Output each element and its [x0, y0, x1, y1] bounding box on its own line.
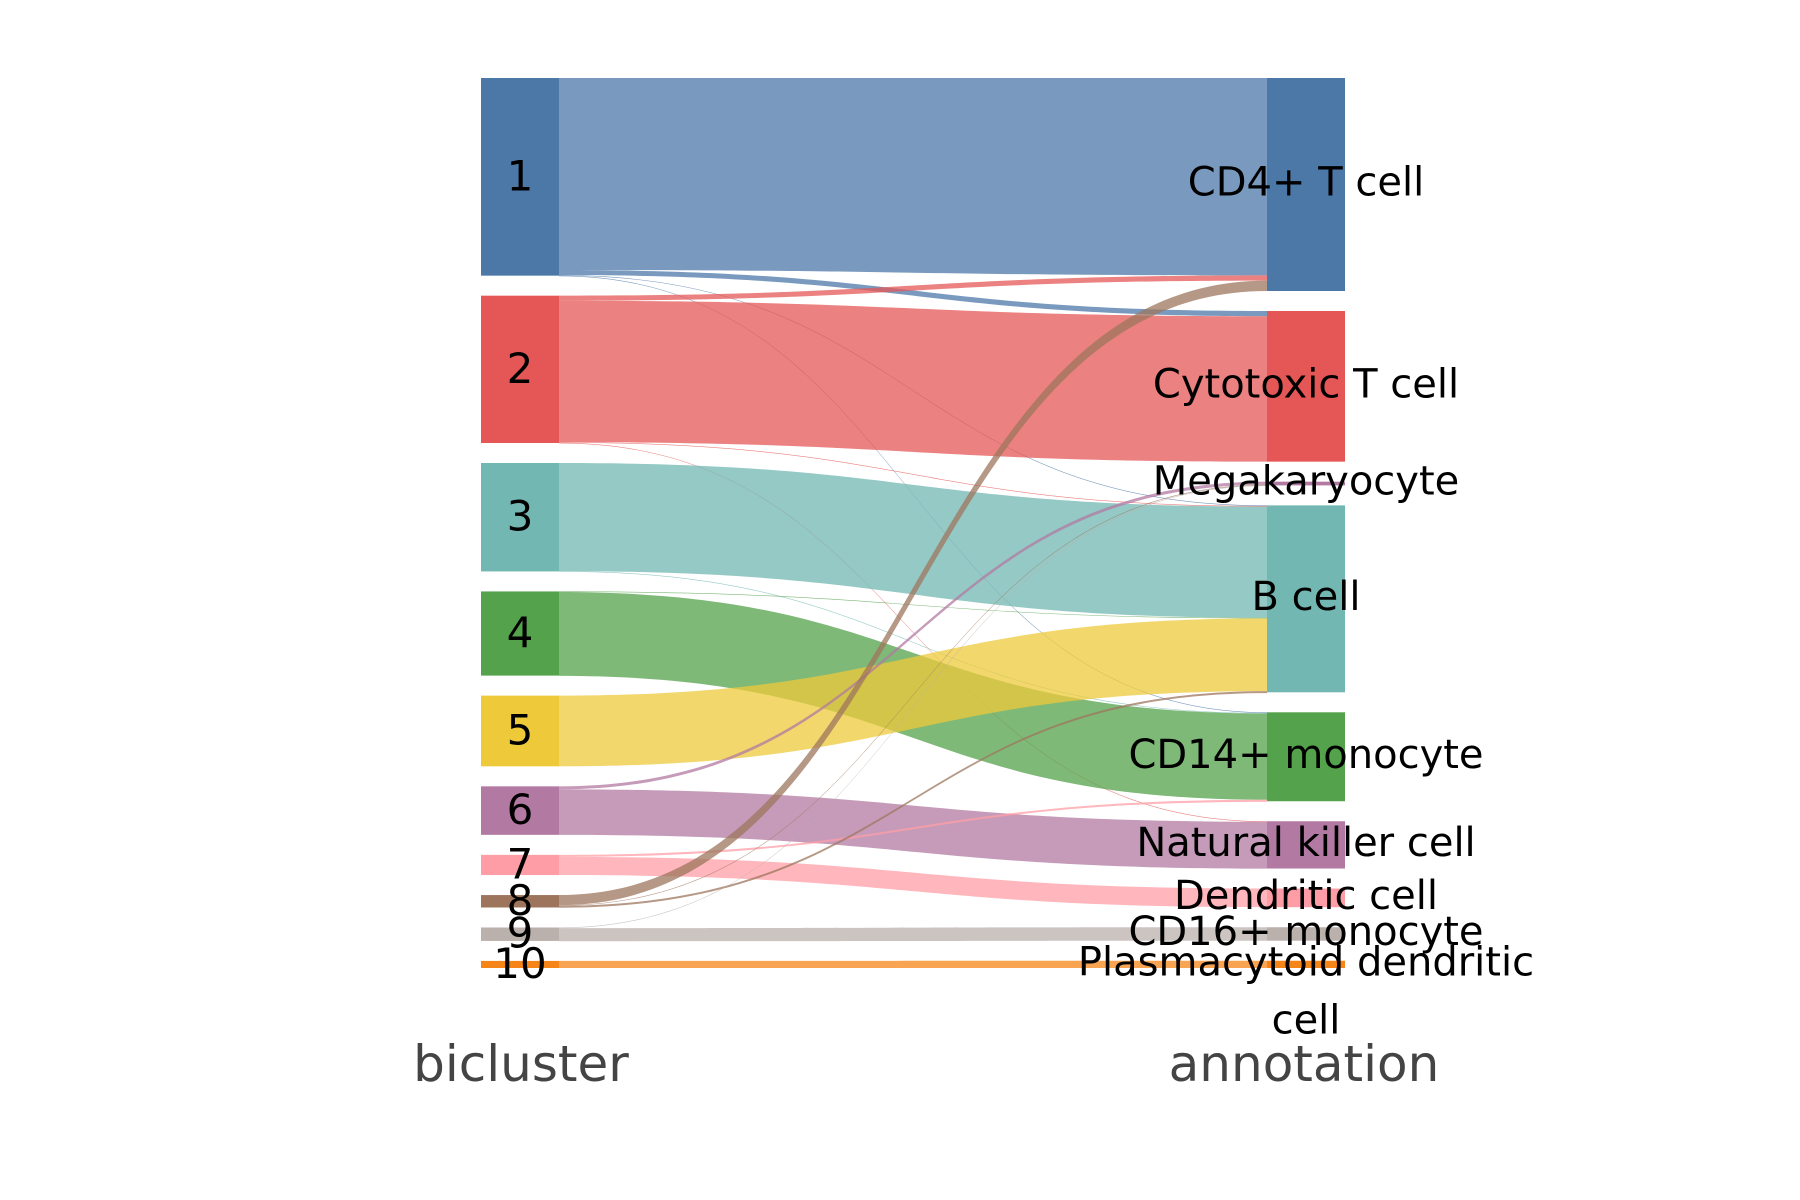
annotation-label-cd16-monocyte: CD16+ monocyte	[1128, 909, 1483, 955]
flow-10-to-plasmacytoid-dendritic-cell	[559, 960, 1267, 968]
flow-9-to-megakaryocyte	[559, 485, 1267, 929]
bicluster-bar-3[interactable]	[481, 462, 559, 572]
annotation-label-b-cell: B cell	[1252, 574, 1361, 620]
annotation-label-natural-killer-cell: Natural killer cell	[1136, 820, 1475, 866]
flow-links	[559, 78, 1267, 968]
flow-2-to-cytotoxic-t-cell	[559, 300, 1267, 462]
category-bars	[481, 78, 1345, 968]
bicluster-bar-8[interactable]	[481, 895, 559, 908]
bicluster-label-4: 4	[507, 608, 534, 657]
annotation-bar-cd16-monocyte[interactable]	[1267, 927, 1345, 941]
bicluster-label-10: 10	[493, 939, 546, 988]
flow-2-to-natural-killer-cell	[559, 442, 1267, 822]
annotation-bar-b-cell[interactable]	[1267, 505, 1345, 693]
flow-1-to-cd4-t-cell	[559, 78, 1267, 276]
bicluster-bar-1[interactable]	[481, 78, 559, 276]
annotation-bar-megakaryocyte[interactable]	[1267, 481, 1345, 486]
bicluster-bar-7[interactable]	[481, 854, 559, 876]
annotation-label-dendritic-cell: Dendritic cell	[1174, 873, 1438, 919]
flow-3-to-cd14-monocyte	[559, 571, 1267, 714]
bicluster-label-3: 3	[507, 492, 534, 541]
annotation-label-cd4-t-cell: CD4+ T cell	[1188, 159, 1424, 205]
bicluster-bar-9[interactable]	[481, 927, 559, 941]
flow-8-to-b-cell	[559, 691, 1267, 908]
flow-1-to-cytotoxic-t-cell	[559, 270, 1267, 317]
annotation-bar-plasmacytoid-dendritic-cell[interactable]	[1267, 960, 1345, 968]
bicluster-label-6: 6	[507, 785, 534, 834]
annotation-label-megakaryocyte: Megakaryocyte	[1153, 459, 1460, 505]
annotation-bar-cd14-monocyte[interactable]	[1267, 712, 1345, 802]
flow-8-to-cd4-t-cell	[559, 280, 1267, 906]
bicluster-bar-6[interactable]	[481, 786, 559, 835]
flow-6-to-megakaryocyte	[559, 481, 1267, 790]
flow-7-to-cd14-monocyte	[559, 799, 1267, 857]
annotation-label-plasmacytoid-dendritic-cell: Plasmacytoid dendritic cell	[1078, 939, 1534, 1043]
flow-5-to-b-cell	[559, 618, 1267, 767]
bicluster-bar-4[interactable]	[481, 591, 559, 676]
annotation-bar-cytotoxic-t-cell[interactable]	[1267, 310, 1345, 462]
bicluster-bar-2[interactable]	[481, 295, 559, 443]
flow-2-to-cd4-t-cell	[559, 275, 1267, 301]
flow-4-to-b-cell	[559, 591, 1267, 619]
bicluster-label-7: 7	[507, 839, 534, 888]
annotation-bar-cd4-t-cell[interactable]	[1267, 78, 1345, 291]
bicluster-bar-10[interactable]	[481, 960, 559, 968]
annotation-bar-dendritic-cell[interactable]	[1267, 888, 1345, 908]
flow-2-to-b-cell	[559, 442, 1267, 507]
annotation-label-cytotoxic-t-cell: Cytotoxic T cell	[1153, 361, 1459, 407]
flow-3-to-b-cell	[559, 462, 1267, 618]
bicluster-label-1: 1	[507, 151, 534, 200]
dimension-label-annotation: annotation	[1169, 1035, 1440, 1093]
dimension-label-bicluster: bicluster	[413, 1035, 629, 1093]
annotation-label-cd14-monocyte: CD14+ monocyte	[1128, 732, 1483, 778]
bicluster-label-2: 2	[507, 344, 534, 393]
bicluster-label-9: 9	[507, 909, 534, 958]
flow-9-to-cd16-monocyte	[559, 927, 1267, 942]
flow-8-to-megakaryocyte	[559, 484, 1267, 906]
bicluster-bar-5[interactable]	[481, 695, 559, 767]
annotation-bar-natural-killer-cell[interactable]	[1267, 821, 1345, 869]
bicluster-label-8: 8	[507, 876, 534, 925]
bicluster-label-5: 5	[507, 705, 534, 754]
flow-7-to-dendritic-cell	[559, 856, 1267, 908]
